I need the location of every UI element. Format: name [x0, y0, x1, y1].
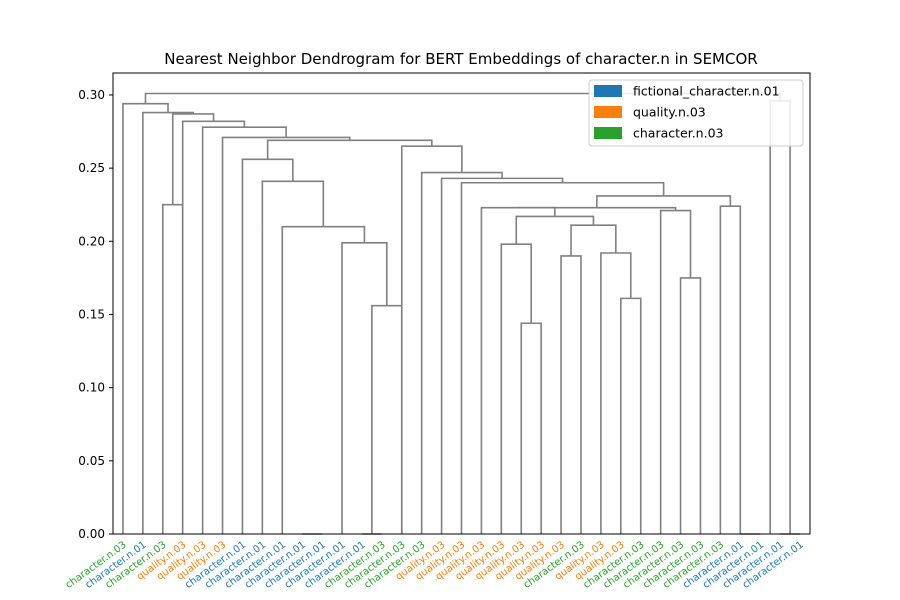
legend-label: fictional_character.n.01	[633, 84, 780, 99]
y-tick-label: 0.05	[78, 454, 105, 468]
dendrogram-link	[679, 277, 702, 534]
dendrogram-link	[281, 225, 366, 534]
dendrogram-link	[719, 205, 742, 534]
dendrogram-link	[266, 139, 433, 160]
y-tick-label: 0.10	[78, 381, 105, 395]
dendrogram-link	[518, 206, 677, 211]
legend-label: character.n.03	[633, 126, 724, 141]
y-tick-label: 0.20	[78, 234, 105, 248]
dendrogram-link	[500, 243, 532, 534]
chart-title: Nearest Neighbor Dendrogram for BERT Emb…	[164, 50, 757, 68]
dendrogram-link	[560, 255, 582, 534]
dendrogram-link	[600, 252, 632, 534]
legend: fictional_character.n.01 quality.n.03 char…	[588, 79, 804, 147]
legend-label: quality.n.03	[633, 105, 706, 120]
leaf-labels: character.n.03character.n.01character.n.…	[64, 540, 806, 591]
legend-entries: fictional_character.n.01 quality.n.03 char…	[594, 84, 780, 141]
y-tick-label: 0.30	[78, 88, 105, 102]
legend-box	[588, 79, 804, 147]
dendrogram-link	[171, 113, 215, 205]
y-tick-label: 0.25	[78, 161, 105, 175]
dendrogram-link	[480, 206, 556, 534]
legend-swatch	[594, 127, 622, 139]
legend-swatch	[594, 85, 622, 97]
y-axis: 0.00 0.05 0.10 0.15 0.20 0.25 0.30	[78, 88, 113, 541]
y-tick-label: 0.15	[78, 307, 105, 321]
dendrogram-link	[221, 136, 351, 534]
dendrogram-link	[620, 297, 642, 534]
dendrogram-link	[460, 181, 665, 534]
dendrogram-link	[400, 145, 463, 534]
y-tick-label: 0.00	[78, 527, 105, 541]
legend-swatch	[594, 106, 622, 118]
plot-frame	[112, 72, 811, 535]
